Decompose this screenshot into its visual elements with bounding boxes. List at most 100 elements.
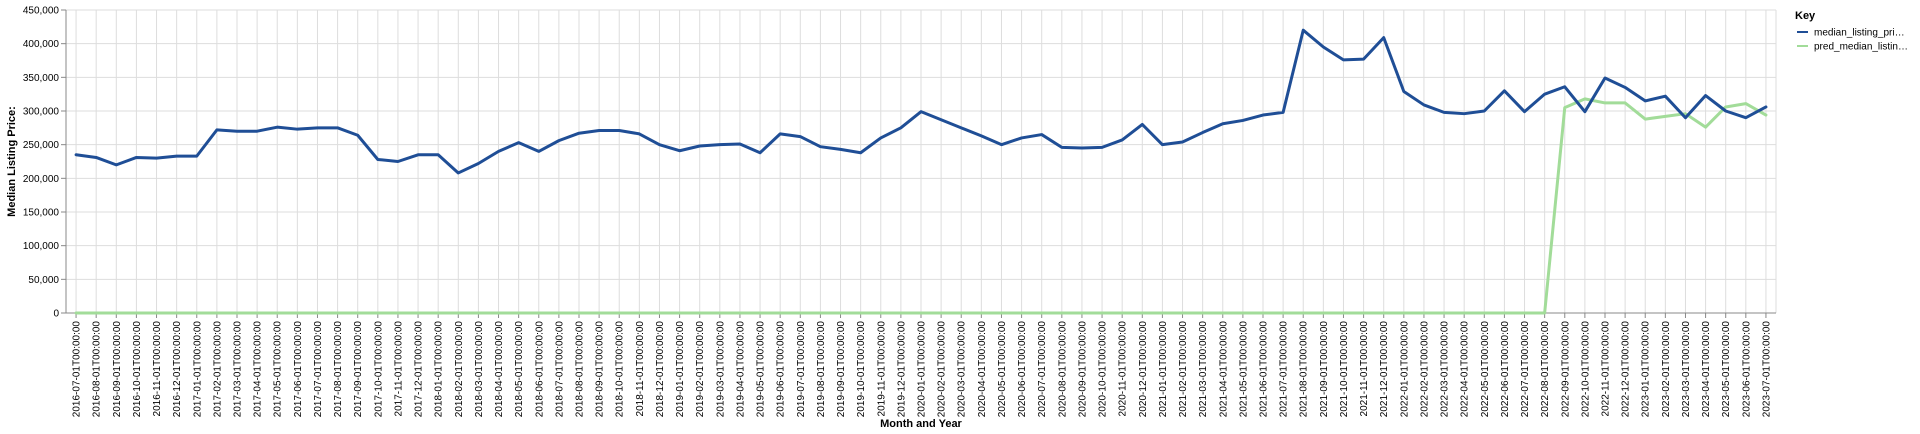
x-tick-label: 2022-04-01T00:00:00 — [1460, 321, 1471, 418]
x-tick-label: 2016-11-01T00:00:00 — [152, 321, 163, 417]
x-tick-label: 2021-05-01T00:00:00 — [1238, 321, 1249, 418]
x-tick-label: 2023-07-01T00:00:00 — [1761, 321, 1772, 418]
x-tick-label: 2021-02-01T00:00:00 — [1178, 321, 1189, 418]
x-tick-label: 2019-05-01T00:00:00 — [756, 321, 767, 418]
x-tick-label: 2018-04-01T00:00:00 — [494, 321, 505, 418]
x-tick-label: 2017-09-01T00:00:00 — [353, 321, 364, 418]
x-tick-label: 2019-06-01T00:00:00 — [776, 321, 787, 418]
x-tick-label: 2023-05-01T00:00:00 — [1721, 321, 1732, 418]
x-tick-label: 2022-10-01T00:00:00 — [1580, 321, 1591, 418]
x-tick-label: 2023-02-01T00:00:00 — [1661, 321, 1672, 418]
x-tick-label: 2016-12-01T00:00:00 — [172, 321, 183, 418]
x-tick-label: 2020-07-01T00:00:00 — [1037, 321, 1048, 418]
y-tick-label: 350,000 — [23, 73, 60, 84]
x-tick-label: 2020-03-01T00:00:00 — [957, 321, 968, 418]
x-tick-label: 2023-01-01T00:00:00 — [1641, 321, 1652, 418]
x-tick-label: 2016-09-01T00:00:00 — [112, 321, 123, 418]
x-tick-label: 2017-05-01T00:00:00 — [273, 321, 284, 418]
x-tick-label: 2020-06-01T00:00:00 — [1017, 321, 1028, 418]
y-tick-label: 450,000 — [23, 6, 60, 17]
y-axis-title: Median Listing Price: — [6, 106, 18, 217]
x-tick-label: 2023-04-01T00:00:00 — [1701, 321, 1712, 418]
x-tick-label: 2020-11-01T00:00:00 — [1118, 321, 1129, 417]
x-tick-label: 2023-03-01T00:00:00 — [1681, 321, 1692, 418]
x-tick-label: 2019-10-01T00:00:00 — [856, 321, 867, 418]
x-tick-label: 2018-07-01T00:00:00 — [554, 321, 565, 418]
legend-title: Key — [1795, 10, 1816, 22]
x-tick-label: 2021-10-01T00:00:00 — [1339, 321, 1350, 418]
y-tick-label: 200,000 — [23, 174, 60, 185]
x-tick-label: 2017-07-01T00:00:00 — [313, 321, 324, 418]
legend-entries: median_listing_pri… pred_median_listin… — [1797, 28, 1908, 53]
x-tick-label: 2023-06-01T00:00:00 — [1741, 321, 1752, 418]
x-tick-label: 2017-04-01T00:00:00 — [253, 321, 264, 418]
x-tick-label: 2022-03-01T00:00:00 — [1440, 321, 1451, 418]
y-tick-label: 250,000 — [23, 140, 60, 151]
x-tick-label: 2017-01-01T00:00:00 — [192, 321, 203, 418]
x-tick-label: 2022-05-01T00:00:00 — [1480, 321, 1491, 418]
x-tick-label: 2021-07-01T00:00:00 — [1279, 321, 1290, 418]
x-tick-label: 2019-01-01T00:00:00 — [675, 321, 686, 418]
x-tick-label: 2022-02-01T00:00:00 — [1419, 321, 1430, 418]
x-tick-label: 2018-01-01T00:00:00 — [434, 321, 445, 418]
x-tick-label: 2021-03-01T00:00:00 — [1198, 321, 1209, 418]
x-tick-label: 2022-11-01T00:00:00 — [1601, 321, 1612, 417]
x-tick-label: 2016-08-01T00:00:00 — [92, 321, 103, 418]
y-tick-label: 50,000 — [28, 275, 59, 286]
x-tick-label: 2018-08-01T00:00:00 — [575, 321, 586, 418]
x-tick-label: 2020-04-01T00:00:00 — [977, 321, 988, 418]
x-tick-label: 2022-07-01T00:00:00 — [1520, 321, 1531, 418]
x-tick-label: 2017-06-01T00:00:00 — [293, 321, 304, 418]
x-tick-label: 2020-02-01T00:00:00 — [937, 321, 948, 418]
y-tick-label: 0 — [53, 309, 59, 320]
x-tick-label: 2018-06-01T00:00:00 — [534, 321, 545, 418]
x-tick-label: 2021-06-01T00:00:00 — [1259, 321, 1270, 418]
x-tick-label: 2019-09-01T00:00:00 — [836, 321, 847, 418]
x-tick-label: 2020-10-01T00:00:00 — [1098, 321, 1109, 418]
x-tick-label: 2020-08-01T00:00:00 — [1057, 321, 1068, 418]
x-tick-label: 2022-09-01T00:00:00 — [1560, 321, 1571, 418]
x-tick-label: 2020-12-01T00:00:00 — [1138, 321, 1149, 418]
x-tick-label: 2018-09-01T00:00:00 — [595, 321, 606, 418]
legend-label: median_listing_pri… — [1814, 28, 1905, 39]
x-tick-label: 2021-08-01T00:00:00 — [1299, 321, 1310, 418]
x-tick-label: 2019-03-01T00:00:00 — [715, 321, 726, 418]
x-tick-label: 2018-05-01T00:00:00 — [514, 321, 525, 418]
x-tick-label: 2019-07-01T00:00:00 — [796, 321, 807, 418]
x-tick-label: 2016-10-01T00:00:00 — [132, 321, 143, 418]
x-tick-label: 2016-07-01T00:00:00 — [72, 321, 83, 418]
grid-lines — [66, 9, 1777, 314]
legend: Key median_listing_pri… pred_median_listi… — [1795, 10, 1908, 53]
x-tick-label: 2020-01-01T00:00:00 — [917, 321, 928, 418]
series-line-1 — [74, 28, 1768, 175]
y-tick-label: 150,000 — [23, 208, 60, 219]
x-tick-label: 2022-01-01T00:00:00 — [1399, 321, 1410, 418]
x-tick-label: 2021-04-01T00:00:00 — [1218, 321, 1229, 418]
x-tick-label: 2018-10-01T00:00:00 — [615, 321, 626, 418]
x-tick-label: 2020-09-01T00:00:00 — [1077, 321, 1088, 418]
x-tick-label: 2018-03-01T00:00:00 — [474, 321, 485, 418]
x-tick-label: 2019-04-01T00:00:00 — [735, 321, 746, 418]
x-tick-label: 2019-12-01T00:00:00 — [896, 321, 907, 418]
x-tick-label: 2019-11-01T00:00:00 — [876, 321, 887, 417]
y-tick-label: 400,000 — [23, 39, 60, 50]
x-tick-label: 2021-09-01T00:00:00 — [1319, 321, 1330, 418]
x-tick-label: 2017-12-01T00:00:00 — [414, 321, 425, 418]
x-tick-label: 2019-08-01T00:00:00 — [816, 321, 827, 418]
x-tick-label: 2018-12-01T00:00:00 — [655, 321, 666, 418]
legend-label: pred_median_listin… — [1814, 42, 1908, 53]
x-tick-label: 2017-08-01T00:00:00 — [333, 321, 344, 418]
x-tick-label: 2021-12-01T00:00:00 — [1379, 321, 1390, 418]
y-tick-label: 300,000 — [23, 107, 60, 118]
axes: 0 50,000 100,000 150,000 200,000 250,000 300,0… — [23, 6, 1776, 418]
x-tick-label: 2020-05-01T00:00:00 — [997, 321, 1008, 418]
series-line-2 — [74, 97, 1768, 315]
x-tick-label: 2022-06-01T00:00:00 — [1500, 321, 1511, 418]
x-tick-label: 2021-01-01T00:00:00 — [1158, 321, 1169, 418]
x-tick-label: 2017-10-01T00:00:00 — [373, 321, 384, 418]
x-tick-label: 2019-02-01T00:00:00 — [695, 321, 706, 418]
series-lines — [74, 28, 1768, 315]
x-tick-label: 2022-12-01T00:00:00 — [1621, 321, 1632, 418]
x-axis-title: Month and Year — [880, 418, 962, 430]
